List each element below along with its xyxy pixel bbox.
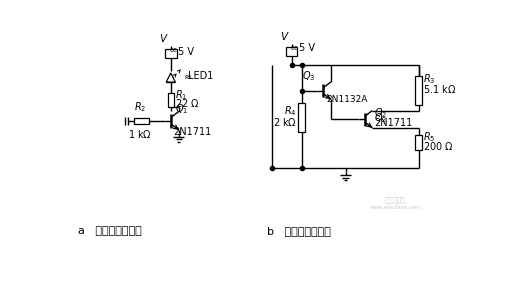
Text: $V$: $V$ bbox=[159, 33, 168, 44]
Text: 电子发烧友: 电子发烧友 bbox=[384, 197, 406, 203]
Text: $Q_2$: $Q_2$ bbox=[374, 106, 387, 120]
Text: 22 $\Omega$: 22 $\Omega$ bbox=[175, 97, 199, 109]
Text: 2N1711: 2N1711 bbox=[173, 126, 211, 137]
Text: www.elecfans.com: www.elecfans.com bbox=[369, 205, 421, 210]
Text: 2N1711: 2N1711 bbox=[374, 118, 412, 128]
Text: $R_3$: $R_3$ bbox=[423, 72, 435, 86]
Text: $R_5$: $R_5$ bbox=[423, 130, 435, 144]
Bar bbox=[133, 118, 149, 124]
Text: 200 $\Omega$: 200 $\Omega$ bbox=[423, 140, 453, 152]
Text: $R_4$: $R_4$ bbox=[284, 104, 296, 118]
Text: 5 V: 5 V bbox=[298, 43, 314, 53]
Text: cc: cc bbox=[170, 47, 177, 53]
Text: b   三极管放大电路: b 三极管放大电路 bbox=[267, 226, 330, 236]
Text: 2N1132A: 2N1132A bbox=[326, 94, 367, 104]
Text: 1 k$\Omega$: 1 k$\Omega$ bbox=[128, 128, 152, 140]
Bar bbox=[167, 93, 174, 107]
Text: 2 k$\Omega$: 2 k$\Omega$ bbox=[273, 115, 296, 128]
Text: $V$: $V$ bbox=[279, 30, 289, 42]
Bar bbox=[415, 135, 421, 150]
Text: $Q_3$: $Q_3$ bbox=[302, 69, 315, 83]
Text: cc: cc bbox=[290, 44, 298, 51]
Text: $Q_1$: $Q_1$ bbox=[174, 102, 187, 116]
Text: 5.1 k$\Omega$: 5.1 k$\Omega$ bbox=[423, 83, 456, 95]
Text: $R_1$: $R_1$ bbox=[175, 89, 187, 102]
Bar bbox=[415, 76, 421, 105]
Bar bbox=[297, 103, 305, 132]
Text: a   红外发射管电路: a 红外发射管电路 bbox=[78, 226, 142, 236]
Text: $\approx$: $\approx$ bbox=[181, 71, 192, 81]
Bar bbox=[164, 49, 177, 58]
Text: LED1: LED1 bbox=[187, 71, 213, 81]
Text: $Q_2$: $Q_2$ bbox=[374, 111, 387, 124]
Text: 5 V: 5 V bbox=[178, 47, 194, 57]
Text: $R_2$: $R_2$ bbox=[133, 100, 146, 114]
Bar bbox=[286, 47, 296, 56]
